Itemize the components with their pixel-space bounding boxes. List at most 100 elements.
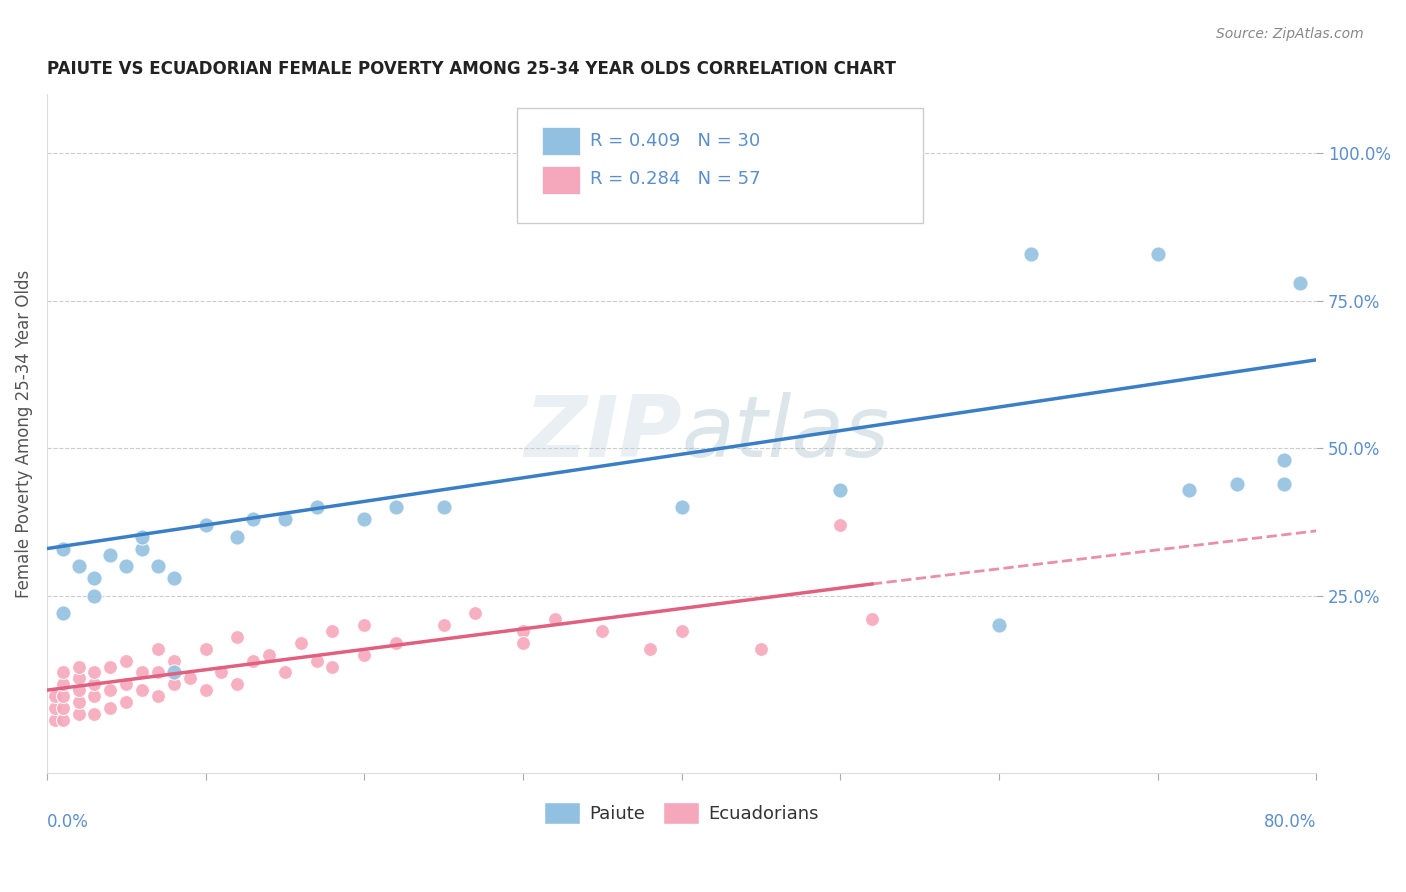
Point (543, 612, 565, 626)
Point (52, 701, 75, 715)
Point (83, 665, 105, 680)
Point (1274, 476, 1296, 491)
Point (146, 559, 169, 574)
Point (305, 654, 328, 668)
Point (638, 641, 661, 656)
Point (1019, 246, 1042, 260)
Point (52, 665, 75, 680)
Point (290, 636, 312, 650)
Point (194, 518, 217, 533)
Point (83, 706, 105, 721)
FancyBboxPatch shape (541, 166, 581, 194)
Point (115, 559, 138, 574)
Point (83, 677, 105, 691)
Point (67, 672, 90, 686)
FancyBboxPatch shape (516, 108, 922, 223)
Point (67, 695, 90, 709)
Point (385, 636, 408, 650)
Point (226, 530, 249, 544)
Point (115, 695, 138, 709)
Point (146, 689, 169, 703)
Point (512, 636, 534, 650)
Point (512, 624, 534, 639)
Point (464, 607, 486, 621)
Point (353, 512, 375, 526)
Point (242, 512, 264, 526)
Point (52, 607, 75, 621)
Point (131, 541, 153, 556)
Point (98, 548, 121, 562)
Point (52, 689, 75, 703)
Point (52, 713, 75, 727)
Point (257, 648, 280, 662)
Point (146, 665, 169, 680)
Point (83, 571, 105, 585)
Text: atlas: atlas (682, 392, 890, 475)
Point (163, 654, 186, 668)
Point (194, 683, 217, 698)
Point (131, 683, 153, 698)
Text: R = 0.284   N = 57: R = 0.284 N = 57 (591, 170, 761, 188)
Point (146, 641, 169, 656)
Point (163, 571, 186, 585)
Point (44, 689, 66, 703)
Point (115, 677, 138, 691)
Point (83, 689, 105, 703)
Y-axis label: Female Poverty Among 25-34 Year Olds: Female Poverty Among 25-34 Year Olds (15, 269, 32, 598)
Text: 0.0%: 0.0% (46, 814, 89, 831)
Text: ZIP: ZIP (524, 392, 682, 475)
Point (242, 654, 264, 668)
Point (209, 665, 232, 680)
Point (274, 665, 297, 680)
Point (98, 683, 121, 698)
Point (67, 559, 90, 574)
Text: R = 0.409   N = 30: R = 0.409 N = 30 (591, 131, 761, 150)
Point (305, 500, 328, 515)
Point (353, 618, 375, 632)
Point (385, 500, 408, 515)
Point (98, 659, 121, 673)
Point (860, 612, 883, 626)
Point (163, 677, 186, 691)
Point (274, 512, 297, 526)
Legend: Paiute, Ecuadorians: Paiute, Ecuadorians (537, 795, 827, 831)
Point (591, 624, 613, 639)
Point (52, 541, 75, 556)
Point (1178, 483, 1201, 497)
Point (1289, 276, 1312, 290)
Point (1226, 476, 1249, 491)
Point (67, 706, 90, 721)
Text: Source: ZipAtlas.com: Source: ZipAtlas.com (1216, 27, 1364, 41)
Text: 80.0%: 80.0% (1264, 814, 1316, 831)
Point (987, 618, 1010, 632)
Point (830, 518, 852, 533)
Point (44, 701, 66, 715)
Point (353, 648, 375, 662)
Point (749, 641, 772, 656)
Point (432, 500, 454, 515)
Point (83, 589, 105, 603)
Point (671, 624, 693, 639)
Point (163, 665, 186, 680)
Point (321, 624, 343, 639)
Point (44, 713, 66, 727)
Point (67, 659, 90, 673)
Point (52, 677, 75, 691)
Text: PAIUTE VS ECUADORIAN FEMALE POVERTY AMONG 25-34 YEAR OLDS CORRELATION CHART: PAIUTE VS ECUADORIAN FEMALE POVERTY AMON… (46, 60, 896, 78)
Point (179, 672, 201, 686)
Point (671, 500, 693, 515)
Point (98, 701, 121, 715)
Point (131, 530, 153, 544)
Point (115, 654, 138, 668)
Point (131, 665, 153, 680)
Point (1274, 453, 1296, 467)
FancyBboxPatch shape (541, 127, 581, 155)
Point (1146, 246, 1168, 260)
Point (67, 683, 90, 698)
Point (321, 659, 343, 673)
Point (432, 618, 454, 632)
Point (226, 630, 249, 644)
Point (226, 677, 249, 691)
Point (194, 641, 217, 656)
Point (830, 483, 852, 497)
